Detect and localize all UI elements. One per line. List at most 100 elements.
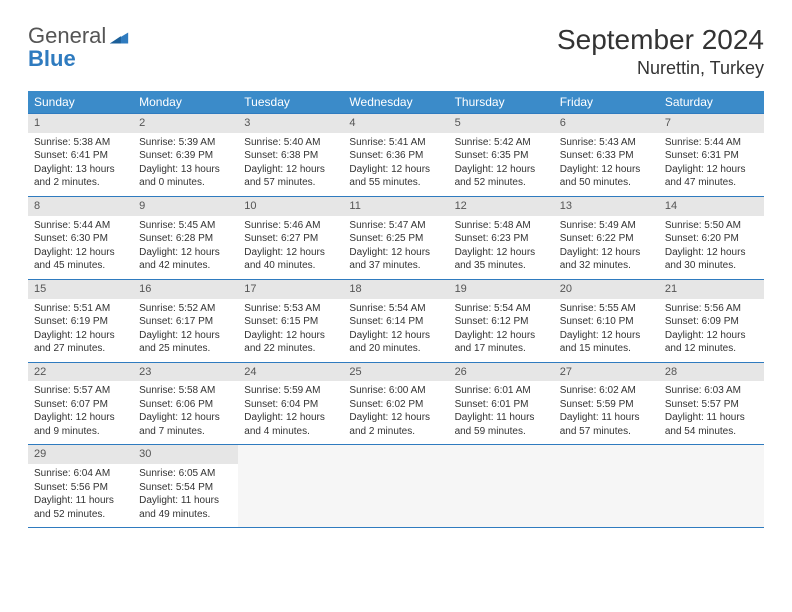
day-number: 27 [554, 363, 659, 382]
day-number: 1 [28, 114, 133, 133]
day-number: 6 [554, 114, 659, 133]
calendar-cell: 29Sunrise: 6:04 AMSunset: 5:56 PMDayligh… [28, 445, 133, 528]
calendar-week-row: 15Sunrise: 5:51 AMSunset: 6:19 PMDayligh… [28, 279, 764, 362]
calendar-cell: 12Sunrise: 5:48 AMSunset: 6:23 PMDayligh… [449, 196, 554, 279]
logo-triangle-icon [108, 27, 130, 49]
logo: General Blue [28, 24, 130, 70]
calendar-cell: 30Sunrise: 6:05 AMSunset: 5:54 PMDayligh… [133, 445, 238, 528]
day-number: 9 [133, 197, 238, 216]
day-body: Sunrise: 5:59 AMSunset: 6:04 PMDaylight:… [238, 381, 343, 444]
calendar-week-row: 22Sunrise: 5:57 AMSunset: 6:07 PMDayligh… [28, 362, 764, 445]
calendar-cell: 24Sunrise: 5:59 AMSunset: 6:04 PMDayligh… [238, 362, 343, 445]
day-body: Sunrise: 5:41 AMSunset: 6:36 PMDaylight:… [343, 133, 448, 196]
calendar-week-row: 29Sunrise: 6:04 AMSunset: 5:56 PMDayligh… [28, 445, 764, 528]
day-body: Sunrise: 6:05 AMSunset: 5:54 PMDaylight:… [133, 464, 238, 527]
weekday-header: Tuesday [238, 91, 343, 114]
weekday-header: Friday [554, 91, 659, 114]
day-body: Sunrise: 5:51 AMSunset: 6:19 PMDaylight:… [28, 299, 133, 362]
calendar-cell: 4Sunrise: 5:41 AMSunset: 6:36 PMDaylight… [343, 114, 448, 197]
calendar-cell: 17Sunrise: 5:53 AMSunset: 6:15 PMDayligh… [238, 279, 343, 362]
month-title: September 2024 [557, 24, 764, 56]
day-number: 10 [238, 197, 343, 216]
calendar-cell: 10Sunrise: 5:46 AMSunset: 6:27 PMDayligh… [238, 196, 343, 279]
day-body: Sunrise: 5:44 AMSunset: 6:31 PMDaylight:… [659, 133, 764, 196]
header: General Blue September 2024 Nurettin, Tu… [28, 24, 764, 79]
weekday-header: Thursday [449, 91, 554, 114]
calendar-cell: .. [449, 445, 554, 528]
day-body: Sunrise: 5:52 AMSunset: 6:17 PMDaylight:… [133, 299, 238, 362]
day-number: 16 [133, 280, 238, 299]
day-body: Sunrise: 5:39 AMSunset: 6:39 PMDaylight:… [133, 133, 238, 196]
day-number: 8 [28, 197, 133, 216]
day-number: 3 [238, 114, 343, 133]
day-body: Sunrise: 5:55 AMSunset: 6:10 PMDaylight:… [554, 299, 659, 362]
day-number: 20 [554, 280, 659, 299]
calendar-table: SundayMondayTuesdayWednesdayThursdayFrid… [28, 91, 764, 528]
calendar-cell: 9Sunrise: 5:45 AMSunset: 6:28 PMDaylight… [133, 196, 238, 279]
day-number: 25 [343, 363, 448, 382]
day-body: Sunrise: 5:40 AMSunset: 6:38 PMDaylight:… [238, 133, 343, 196]
weekday-header: Saturday [659, 91, 764, 114]
day-number: 23 [133, 363, 238, 382]
day-body: Sunrise: 5:42 AMSunset: 6:35 PMDaylight:… [449, 133, 554, 196]
day-number: 5 [449, 114, 554, 133]
day-body: Sunrise: 6:01 AMSunset: 6:01 PMDaylight:… [449, 381, 554, 444]
day-body: Sunrise: 5:56 AMSunset: 6:09 PMDaylight:… [659, 299, 764, 362]
day-body: Sunrise: 5:46 AMSunset: 6:27 PMDaylight:… [238, 216, 343, 279]
calendar-cell: 22Sunrise: 5:57 AMSunset: 6:07 PMDayligh… [28, 362, 133, 445]
calendar-cell: 13Sunrise: 5:49 AMSunset: 6:22 PMDayligh… [554, 196, 659, 279]
day-number: 15 [28, 280, 133, 299]
day-body: Sunrise: 6:04 AMSunset: 5:56 PMDaylight:… [28, 464, 133, 527]
weekday-header: Monday [133, 91, 238, 114]
calendar-cell: 27Sunrise: 6:02 AMSunset: 5:59 PMDayligh… [554, 362, 659, 445]
day-number: 21 [659, 280, 764, 299]
calendar-cell: .. [554, 445, 659, 528]
day-body: Sunrise: 6:00 AMSunset: 6:02 PMDaylight:… [343, 381, 448, 444]
day-number: 26 [449, 363, 554, 382]
calendar-cell: .. [659, 445, 764, 528]
calendar-cell: 3Sunrise: 5:40 AMSunset: 6:38 PMDaylight… [238, 114, 343, 197]
calendar-cell: 26Sunrise: 6:01 AMSunset: 6:01 PMDayligh… [449, 362, 554, 445]
day-body: Sunrise: 5:47 AMSunset: 6:25 PMDaylight:… [343, 216, 448, 279]
day-body: Sunrise: 5:48 AMSunset: 6:23 PMDaylight:… [449, 216, 554, 279]
day-body: Sunrise: 5:50 AMSunset: 6:20 PMDaylight:… [659, 216, 764, 279]
calendar-cell: 28Sunrise: 6:03 AMSunset: 5:57 PMDayligh… [659, 362, 764, 445]
calendar-cell: 5Sunrise: 5:42 AMSunset: 6:35 PMDaylight… [449, 114, 554, 197]
logo-word2: Blue [28, 46, 76, 71]
day-number: 18 [343, 280, 448, 299]
calendar-cell: 16Sunrise: 5:52 AMSunset: 6:17 PMDayligh… [133, 279, 238, 362]
day-number: 29 [28, 445, 133, 464]
logo-word1: General [28, 23, 106, 48]
calendar-cell: .. [238, 445, 343, 528]
calendar-cell: 1Sunrise: 5:38 AMSunset: 6:41 PMDaylight… [28, 114, 133, 197]
day-number: 24 [238, 363, 343, 382]
day-body: Sunrise: 6:02 AMSunset: 5:59 PMDaylight:… [554, 381, 659, 444]
calendar-cell: 11Sunrise: 5:47 AMSunset: 6:25 PMDayligh… [343, 196, 448, 279]
calendar-week-row: 1Sunrise: 5:38 AMSunset: 6:41 PMDaylight… [28, 114, 764, 197]
day-body: Sunrise: 5:44 AMSunset: 6:30 PMDaylight:… [28, 216, 133, 279]
calendar-cell: 15Sunrise: 5:51 AMSunset: 6:19 PMDayligh… [28, 279, 133, 362]
calendar-cell: 6Sunrise: 5:43 AMSunset: 6:33 PMDaylight… [554, 114, 659, 197]
day-number: 11 [343, 197, 448, 216]
calendar-cell: 21Sunrise: 5:56 AMSunset: 6:09 PMDayligh… [659, 279, 764, 362]
calendar-cell: 20Sunrise: 5:55 AMSunset: 6:10 PMDayligh… [554, 279, 659, 362]
day-number: 14 [659, 197, 764, 216]
calendar-cell: 23Sunrise: 5:58 AMSunset: 6:06 PMDayligh… [133, 362, 238, 445]
day-number: 28 [659, 363, 764, 382]
day-number: 19 [449, 280, 554, 299]
calendar-cell: 19Sunrise: 5:54 AMSunset: 6:12 PMDayligh… [449, 279, 554, 362]
calendar-cell: 2Sunrise: 5:39 AMSunset: 6:39 PMDaylight… [133, 114, 238, 197]
calendar-cell: 14Sunrise: 5:50 AMSunset: 6:20 PMDayligh… [659, 196, 764, 279]
calendar-cell: 25Sunrise: 6:00 AMSunset: 6:02 PMDayligh… [343, 362, 448, 445]
day-body: Sunrise: 5:57 AMSunset: 6:07 PMDaylight:… [28, 381, 133, 444]
day-body: Sunrise: 5:54 AMSunset: 6:14 PMDaylight:… [343, 299, 448, 362]
day-body: Sunrise: 5:58 AMSunset: 6:06 PMDaylight:… [133, 381, 238, 444]
calendar-cell: 7Sunrise: 5:44 AMSunset: 6:31 PMDaylight… [659, 114, 764, 197]
calendar-cell: 8Sunrise: 5:44 AMSunset: 6:30 PMDaylight… [28, 196, 133, 279]
day-body: Sunrise: 5:45 AMSunset: 6:28 PMDaylight:… [133, 216, 238, 279]
day-body: Sunrise: 6:03 AMSunset: 5:57 PMDaylight:… [659, 381, 764, 444]
day-body: Sunrise: 5:54 AMSunset: 6:12 PMDaylight:… [449, 299, 554, 362]
day-number: 7 [659, 114, 764, 133]
day-number: 30 [133, 445, 238, 464]
day-body: Sunrise: 5:49 AMSunset: 6:22 PMDaylight:… [554, 216, 659, 279]
